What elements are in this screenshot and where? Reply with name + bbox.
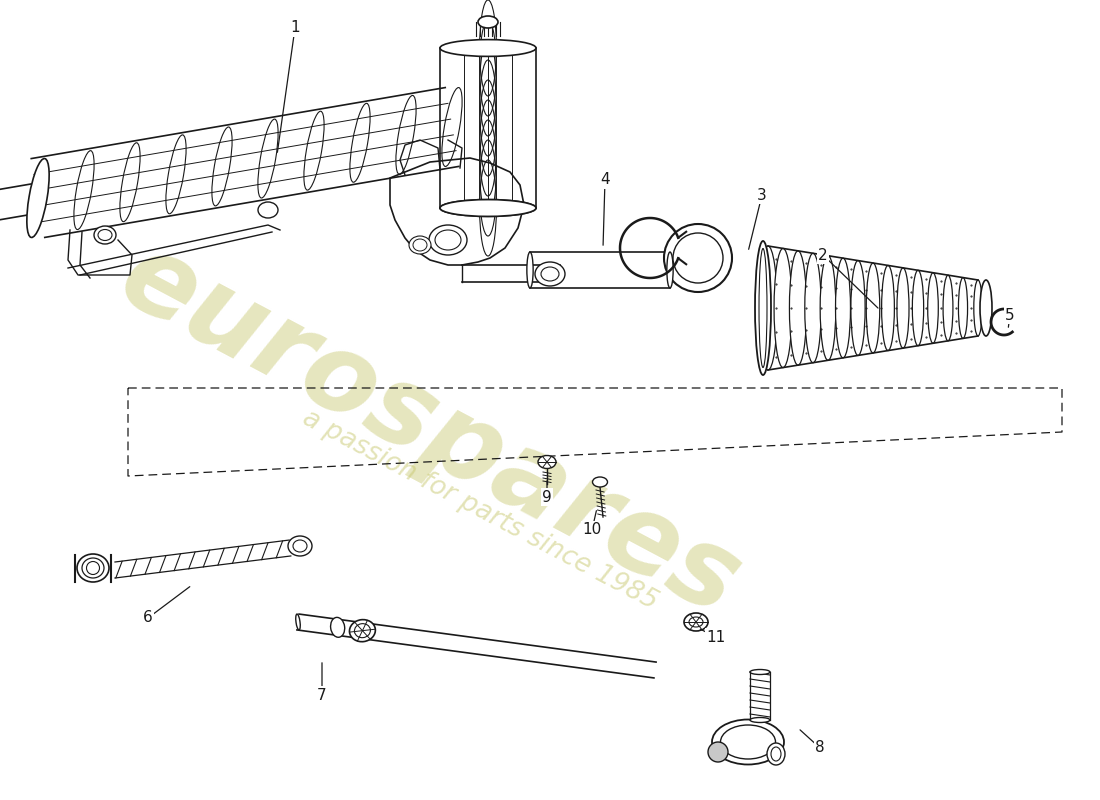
Ellipse shape: [974, 280, 982, 336]
Text: 8: 8: [815, 741, 825, 755]
Ellipse shape: [541, 267, 559, 281]
Ellipse shape: [673, 233, 723, 283]
Ellipse shape: [354, 624, 371, 638]
Ellipse shape: [478, 16, 498, 28]
Ellipse shape: [77, 554, 109, 582]
Ellipse shape: [538, 455, 556, 469]
Text: 9: 9: [542, 490, 552, 505]
Ellipse shape: [759, 246, 778, 370]
Ellipse shape: [805, 254, 822, 362]
Ellipse shape: [331, 618, 344, 638]
Ellipse shape: [790, 251, 806, 365]
Ellipse shape: [836, 258, 850, 358]
Ellipse shape: [720, 725, 775, 759]
Ellipse shape: [774, 249, 792, 367]
Ellipse shape: [943, 275, 953, 341]
Ellipse shape: [98, 230, 112, 241]
Ellipse shape: [684, 613, 708, 631]
Ellipse shape: [434, 230, 461, 250]
Ellipse shape: [440, 200, 536, 216]
Ellipse shape: [350, 620, 375, 642]
Text: a passion for parts since 1985: a passion for parts since 1985: [298, 405, 662, 615]
Ellipse shape: [26, 158, 50, 238]
Ellipse shape: [980, 280, 992, 336]
Text: 4: 4: [601, 173, 609, 187]
Ellipse shape: [712, 719, 784, 765]
Ellipse shape: [664, 224, 732, 292]
Ellipse shape: [94, 226, 115, 244]
Ellipse shape: [527, 252, 534, 288]
Ellipse shape: [750, 670, 770, 674]
Ellipse shape: [958, 278, 968, 338]
Ellipse shape: [288, 536, 312, 556]
Ellipse shape: [258, 202, 278, 218]
Ellipse shape: [867, 263, 880, 353]
Text: 5: 5: [1005, 307, 1015, 322]
Ellipse shape: [750, 718, 770, 722]
Text: 7: 7: [317, 687, 327, 702]
Ellipse shape: [881, 266, 894, 350]
Ellipse shape: [412, 239, 427, 251]
Text: 3: 3: [757, 187, 767, 202]
Ellipse shape: [82, 558, 104, 578]
Ellipse shape: [535, 262, 565, 286]
Text: eurospares: eurospares: [102, 222, 758, 638]
Text: 1: 1: [290, 21, 300, 35]
Ellipse shape: [851, 261, 865, 355]
Ellipse shape: [821, 256, 836, 360]
Ellipse shape: [429, 225, 468, 255]
Text: 6: 6: [143, 610, 153, 626]
Ellipse shape: [759, 249, 767, 367]
Ellipse shape: [667, 252, 673, 288]
Ellipse shape: [896, 268, 909, 348]
Ellipse shape: [771, 747, 781, 761]
Ellipse shape: [912, 270, 924, 346]
Ellipse shape: [767, 743, 785, 765]
Ellipse shape: [87, 562, 99, 574]
Ellipse shape: [409, 236, 431, 254]
Ellipse shape: [440, 39, 536, 56]
Ellipse shape: [440, 200, 536, 216]
Ellipse shape: [708, 742, 728, 762]
Text: 2: 2: [818, 247, 828, 262]
Ellipse shape: [927, 273, 938, 343]
Polygon shape: [390, 158, 524, 265]
Ellipse shape: [755, 241, 771, 375]
Ellipse shape: [593, 477, 607, 487]
Text: 11: 11: [706, 630, 726, 645]
Text: 10: 10: [582, 522, 602, 538]
Ellipse shape: [296, 614, 300, 630]
Ellipse shape: [293, 540, 307, 552]
Ellipse shape: [689, 617, 703, 627]
